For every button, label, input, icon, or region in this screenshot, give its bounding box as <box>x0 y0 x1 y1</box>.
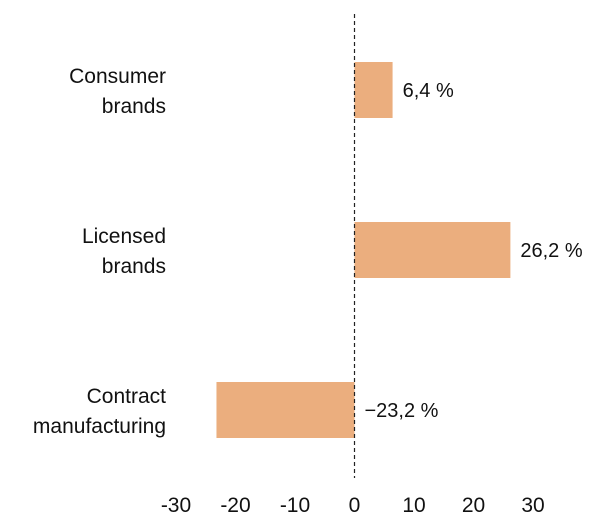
data-label: −23,2 % <box>365 400 439 422</box>
category-label: Contract manufacturing <box>33 385 166 438</box>
category-label: Consumer brands <box>69 65 166 118</box>
data-label: 6,4 % <box>403 80 454 102</box>
data-label: 26,2 % <box>520 240 582 262</box>
x-tick-label: 30 <box>521 494 544 517</box>
x-tick-label: -30 <box>161 494 191 517</box>
x-tick-label: 10 <box>402 494 425 517</box>
bars <box>216 62 511 438</box>
value-labels: 6,4 % 26,2 % −23,2 % <box>365 80 583 422</box>
bar <box>216 382 355 438</box>
x-tick-label: -20 <box>220 494 250 517</box>
category-label: Licensed brands <box>82 225 166 278</box>
category-labels: Consumer brands Licensed brands Contract manu… <box>33 65 166 438</box>
x-axis-ticks: -30 -20 -10 0 10 20 30 <box>161 494 545 517</box>
bar <box>354 222 511 278</box>
x-tick-label: 0 <box>349 494 361 517</box>
bar <box>354 62 393 118</box>
x-tick-label: 20 <box>462 494 485 517</box>
x-tick-label: -10 <box>280 494 310 517</box>
